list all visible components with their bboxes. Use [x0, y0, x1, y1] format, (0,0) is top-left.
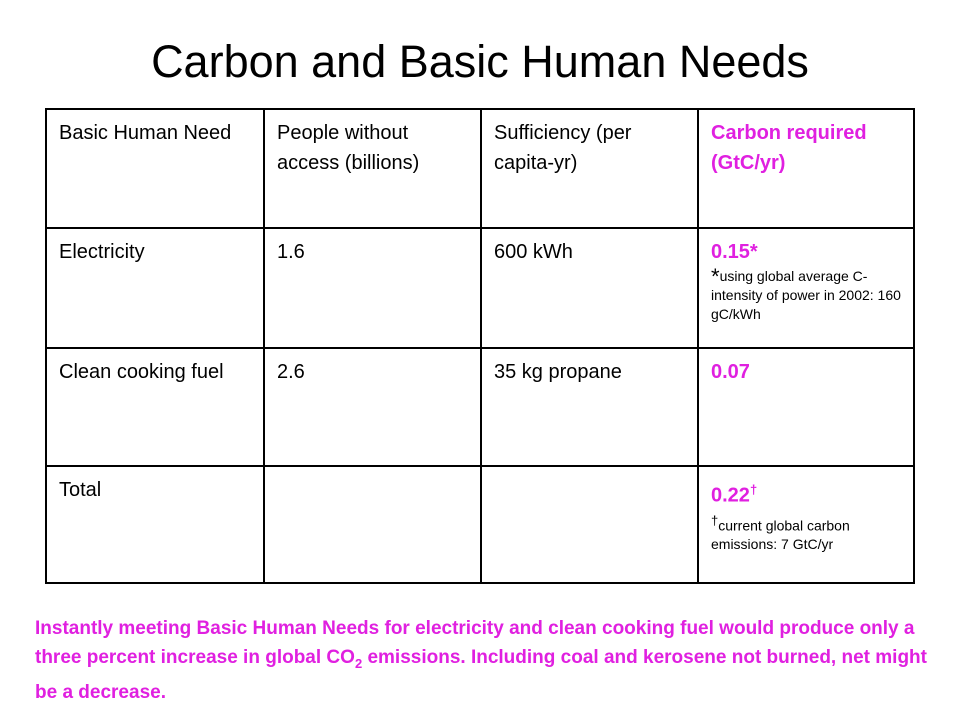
- cell: Total: [45, 465, 265, 584]
- carbon-value: 0.22: [711, 484, 750, 507]
- carbon-value: 0.15*: [711, 241, 758, 263]
- cell: 0.15* *using global average C-intensity o…: [697, 227, 915, 349]
- title: Carbon and Basic Human Needs: [151, 36, 809, 87]
- note-text: current global carbon emissions: 7 GtC/y…: [711, 517, 850, 553]
- header-cell: Sufficiency (per capita-yr): [480, 108, 699, 229]
- note-mark: *: [711, 264, 720, 289]
- cell: 35 kg propane: [480, 347, 699, 467]
- row: Electricity 1.6 600 kWh 0.15* *using glob…: [45, 227, 915, 349]
- cell: 1.6: [263, 227, 482, 349]
- cell: 2.6: [263, 347, 482, 467]
- header-cell: People without access (billions): [263, 108, 482, 229]
- cell: [480, 465, 699, 584]
- footer-text: emissions. Including coal and kerosene n…: [35, 647, 927, 703]
- footer: Instantly meeting Basic Human Needs for …: [35, 614, 935, 707]
- footer-text: Instantly meeting Basic Human Needs for …: [35, 618, 915, 668]
- cell: Electricity: [45, 227, 265, 349]
- cell: Clean cooking fuel: [45, 347, 265, 467]
- cell: 0.07: [697, 347, 915, 467]
- table: Basic Human Need People without access (…: [45, 108, 915, 584]
- subscript: 2: [354, 655, 363, 671]
- header-cell: Carbon required (GtC/yr): [697, 108, 915, 229]
- row: Total 0.22† †current global carbon emissi…: [45, 465, 915, 584]
- carbon-mark: †: [749, 482, 758, 497]
- note-mark: †: [711, 512, 719, 528]
- cell: [263, 465, 482, 584]
- row: Clean cooking fuel 2.6 35 kg propane 0.0…: [45, 347, 915, 467]
- note: *using global average C-intensity of pow…: [711, 264, 901, 324]
- header-row: Basic Human Need People without access (…: [45, 108, 915, 229]
- note-text: using global average C-intensity of powe…: [711, 268, 901, 322]
- cell: 600 kWh: [480, 227, 699, 349]
- header-cell: Basic Human Need: [45, 108, 265, 229]
- note: †current global carbon emissions: 7 GtC/…: [711, 511, 901, 555]
- cell: 0.22† †current global carbon emissions: 7…: [697, 465, 915, 584]
